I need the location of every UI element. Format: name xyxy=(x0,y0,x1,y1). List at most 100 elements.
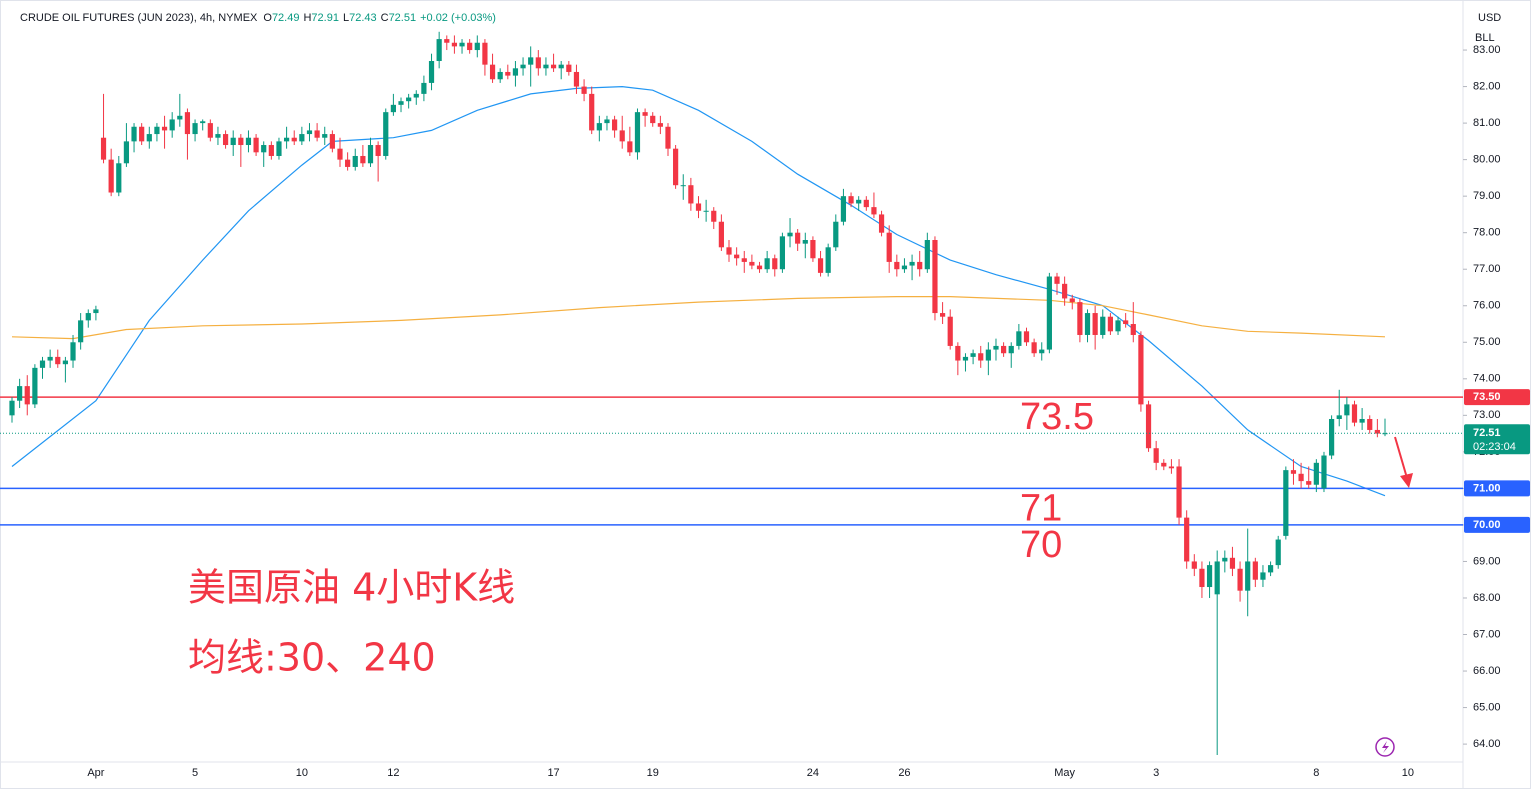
candle-body xyxy=(375,145,381,156)
candle-body xyxy=(871,207,877,215)
candle-body xyxy=(634,112,641,153)
ohlc-label: O xyxy=(263,12,272,24)
x-tick-label: 24 xyxy=(807,767,819,779)
countdown: 02:23:04 xyxy=(1473,441,1516,453)
candle-body xyxy=(1229,557,1236,569)
candle-body xyxy=(939,313,946,317)
candle-body xyxy=(451,42,458,47)
candle-body xyxy=(108,159,114,193)
x-tick-label: Apr xyxy=(87,767,104,779)
annotation: 均线:30、240 xyxy=(188,636,436,680)
candle-body xyxy=(573,71,580,87)
y-tick-label: 78.00 xyxy=(1473,227,1501,239)
candle-body xyxy=(680,185,686,187)
candle-body xyxy=(1359,418,1365,423)
candle-body xyxy=(146,134,152,142)
candle-body xyxy=(322,134,328,138)
candle-body xyxy=(993,345,999,350)
candle-body xyxy=(970,353,976,357)
candle-body xyxy=(726,247,732,255)
candle-body xyxy=(1046,276,1052,350)
x-tick-label: 3 xyxy=(1153,767,1159,779)
y-tick-label: 66.00 xyxy=(1473,665,1501,677)
candle-body xyxy=(1001,345,1007,354)
candle-body xyxy=(589,93,595,131)
x-tick-label: 17 xyxy=(547,767,559,779)
candle-body xyxy=(734,254,740,259)
y-tick-label: 75.00 xyxy=(1473,336,1501,348)
candle-body xyxy=(695,203,702,211)
candle-body xyxy=(917,261,923,270)
candle-body xyxy=(718,221,724,248)
candle-body xyxy=(962,356,969,361)
alert-icon[interactable] xyxy=(1375,737,1395,757)
y-tick-label: 81.00 xyxy=(1473,117,1501,129)
candle-body xyxy=(1184,517,1190,562)
candle-body xyxy=(1252,561,1258,580)
candle-body xyxy=(955,345,961,361)
candle-body xyxy=(428,61,435,83)
candle-body xyxy=(558,64,564,69)
candle-body xyxy=(398,101,404,105)
candle-body xyxy=(367,145,374,164)
level-label: 71.00 xyxy=(1473,482,1501,494)
candle-body xyxy=(550,64,557,69)
candle-body xyxy=(840,196,847,222)
y-tick-label: 74.00 xyxy=(1473,373,1501,385)
candle-body xyxy=(627,141,633,153)
candle-body xyxy=(650,115,656,124)
ohlc-label: L xyxy=(343,12,349,24)
candle-body xyxy=(1138,334,1144,405)
last-price-tag xyxy=(1464,424,1530,455)
y-tick-label: 83.00 xyxy=(1473,44,1501,56)
candle-body xyxy=(1069,298,1075,303)
candle-body xyxy=(520,64,526,69)
candle-body xyxy=(1237,568,1243,591)
candle-body xyxy=(261,145,267,153)
candle-body xyxy=(1260,572,1266,580)
currency: USD xyxy=(1478,12,1501,24)
y-tick-label: 73.00 xyxy=(1473,409,1501,421)
candle-body xyxy=(802,239,808,244)
candle-body xyxy=(1130,324,1136,335)
ohlc-value: 72.51 xyxy=(389,12,417,24)
candle-body xyxy=(1161,462,1167,467)
candle-body xyxy=(139,126,145,142)
candle-body xyxy=(489,64,496,80)
annotation: 美国原油 4小时K线 xyxy=(188,566,515,610)
candle-body xyxy=(825,247,831,273)
candle-body xyxy=(932,239,938,314)
candle-body xyxy=(314,130,320,138)
ohlc-value: 72.43 xyxy=(349,12,377,24)
candle-body xyxy=(1298,473,1304,482)
x-tick-label: 5 xyxy=(192,767,198,779)
unit: BLL xyxy=(1475,32,1495,44)
candle-body xyxy=(901,265,908,270)
candle-body xyxy=(1306,481,1312,485)
last-price-label: 72.51 xyxy=(1473,427,1501,439)
candle-body xyxy=(1115,320,1121,332)
candle-body xyxy=(161,126,168,131)
candle-body xyxy=(62,360,68,365)
level-tag xyxy=(1464,389,1530,406)
candle-body xyxy=(436,39,442,62)
y-tick-label: 82.00 xyxy=(1473,80,1501,92)
y-tick-label: 80.00 xyxy=(1473,154,1501,166)
candle-body xyxy=(1374,429,1380,434)
candle-body xyxy=(47,356,53,361)
candle-body xyxy=(1214,561,1220,595)
header-title: CRUDE OIL FUTURES (JUN 2023), 4h, NYMEX xyxy=(20,12,258,24)
candle-body xyxy=(276,141,282,156)
candle-body xyxy=(497,71,503,80)
ohlc-label: H xyxy=(303,12,311,24)
candle-body xyxy=(795,232,801,244)
candle-body xyxy=(619,130,625,142)
y-tick-label: 69.00 xyxy=(1473,555,1501,567)
candle-body xyxy=(863,199,869,208)
candle-body xyxy=(55,356,61,365)
candle-body xyxy=(116,163,122,193)
candle-body xyxy=(817,258,824,273)
candle-body xyxy=(1107,316,1113,332)
